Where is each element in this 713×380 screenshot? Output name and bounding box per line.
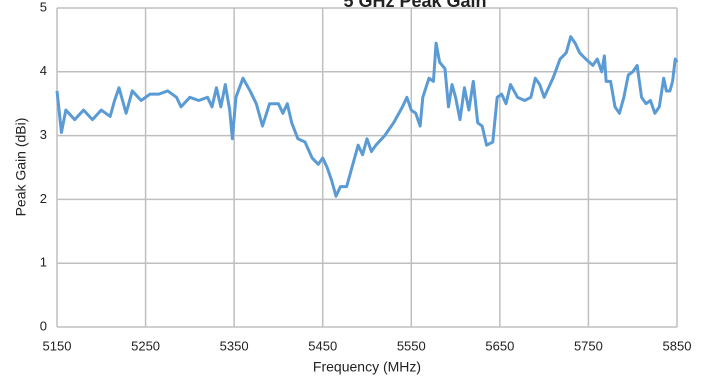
x-tick-label: 5850	[663, 338, 692, 353]
x-tick-label: 5350	[220, 338, 249, 353]
x-tick-label: 5750	[574, 338, 603, 353]
y-tick-label: 5	[40, 0, 47, 14]
x-tick-label: 5450	[308, 338, 337, 353]
x-tick-label: 5250	[131, 338, 160, 353]
y-tick-label: 0	[40, 318, 47, 333]
x-tick-label: 5650	[485, 338, 514, 353]
data-line	[55, 35, 679, 198]
y-tick-label: 1	[40, 255, 47, 270]
y-tick-label: 2	[40, 191, 47, 206]
x-axis-label: Frequency (MHz)	[313, 359, 421, 375]
y-axis-label: Peak Gain (dBi)	[13, 118, 29, 217]
y-tick-label: 4	[40, 63, 47, 78]
chart-title: 5 GHz Peak Gain	[343, 0, 486, 11]
x-tick-label: 5550	[397, 338, 426, 353]
y-tick-label: 3	[40, 127, 47, 142]
x-tick-label: 5150	[43, 338, 72, 353]
